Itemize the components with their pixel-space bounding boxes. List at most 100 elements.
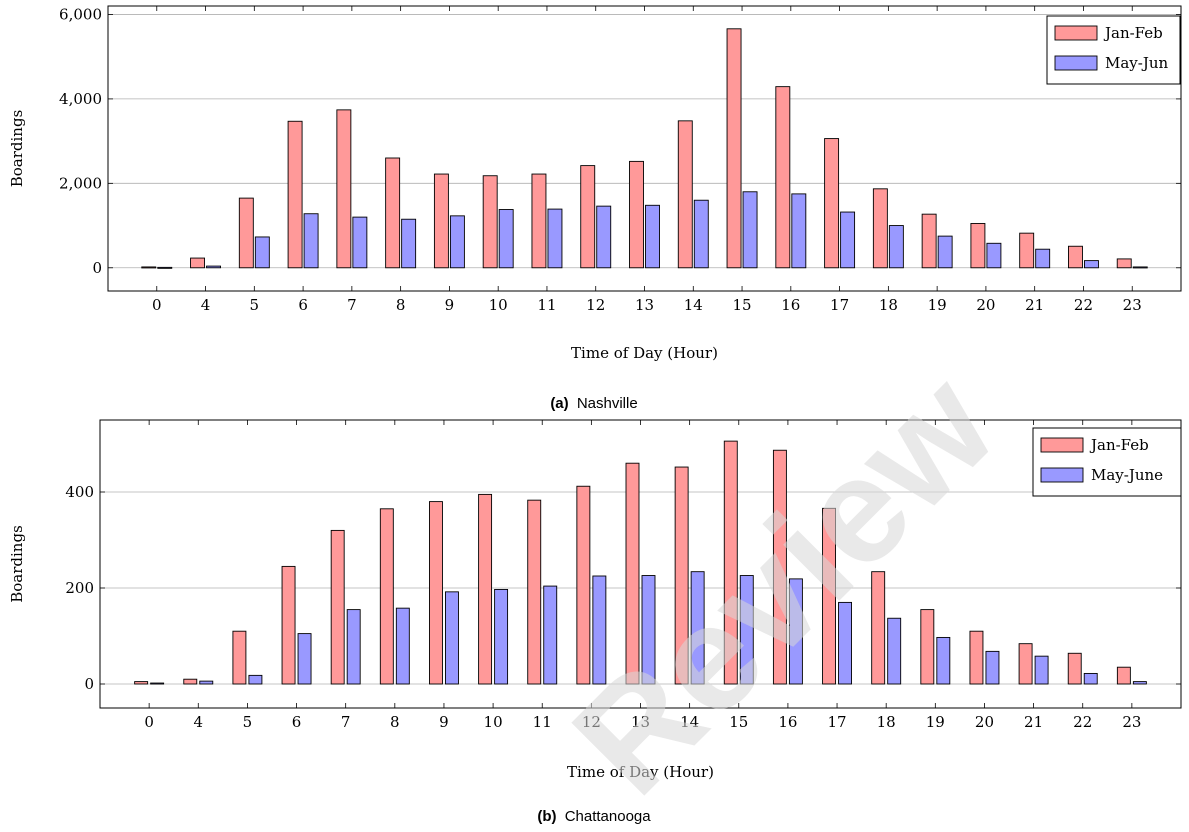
x-tick-label: 8 — [396, 296, 406, 314]
bar-series-a-16 — [772, 449, 787, 685]
bar-series-a-11 — [527, 499, 542, 685]
bar-series-b-22 — [1084, 260, 1099, 269]
bar-series-a-19 — [921, 213, 937, 269]
bar-series-b-9 — [445, 591, 459, 685]
y-tick-label: 2,000 — [59, 174, 102, 192]
bar-series-a-6 — [281, 565, 296, 685]
x-tick-label: 7 — [341, 713, 351, 731]
bar-series-a-23 — [1116, 258, 1132, 269]
bar-series-a-20 — [970, 222, 986, 269]
bar-series-a-8 — [385, 157, 401, 269]
bar-series-a-7 — [336, 109, 352, 269]
bar-series-a-10 — [478, 493, 493, 685]
x-tick-label: 16 — [781, 296, 800, 314]
bar-series-a-16 — [775, 86, 791, 269]
bar-series-a-12 — [580, 165, 596, 269]
bar-series-a-13 — [629, 160, 644, 269]
x-tick-label: 14 — [684, 296, 703, 314]
x-tick-label: 7 — [347, 296, 357, 314]
bar-series-b-17 — [838, 601, 852, 685]
x-tick-label: 4 — [201, 296, 211, 314]
bar-series-b-15 — [739, 575, 754, 685]
bar-series-b-12 — [592, 575, 607, 685]
bar-series-b-19 — [936, 636, 951, 685]
bar-series-a-22 — [1067, 652, 1082, 685]
bar-series-b-7 — [346, 609, 361, 685]
bar-series-b-8 — [395, 607, 410, 685]
legend-swatch — [1054, 25, 1098, 41]
legend-label: Jan-Feb — [1089, 436, 1149, 454]
y-tick-label: 6,000 — [59, 5, 102, 23]
bar-series-b-11 — [547, 208, 563, 269]
bar-series-b-10 — [498, 209, 514, 269]
bar-series-a-8 — [379, 508, 394, 685]
bar-series-b-16 — [788, 578, 803, 685]
caption-b: (b) Chattanooga — [537, 808, 651, 825]
x-tick-label: 11 — [533, 713, 552, 731]
x-tick-label: 9 — [439, 713, 449, 731]
bar-series-a-9 — [433, 173, 449, 269]
x-tick-label: 13 — [631, 713, 650, 731]
x-axis-label: Time of Day (Hour) — [571, 344, 718, 362]
x-tick-label: 10 — [489, 296, 508, 314]
bar-series-b-20 — [985, 650, 1000, 685]
legend-label: May-Jun — [1105, 54, 1169, 72]
y-tick-label: 0 — [84, 675, 94, 693]
x-tick-label: 22 — [1074, 296, 1093, 314]
x-tick-label: 16 — [778, 713, 797, 731]
x-tick-label: 11 — [537, 296, 556, 314]
x-tick-label: 18 — [877, 713, 896, 731]
bar-series-a-18 — [872, 188, 888, 269]
bar-series-a-21 — [1019, 232, 1035, 269]
legend: Jan-Feb May-June — [1032, 427, 1182, 497]
bar-series-b-17 — [840, 211, 856, 269]
legend-swatch — [1040, 437, 1084, 453]
bar-series-b-5 — [254, 236, 270, 269]
bar-series-b-0 — [150, 682, 165, 685]
legend-swatch — [1054, 55, 1098, 71]
x-tick-label: 15 — [732, 296, 751, 314]
y-axis-label: Boardings — [8, 110, 26, 188]
legend-label: Jan-Feb — [1103, 24, 1163, 42]
x-tick-label: 20 — [976, 296, 995, 314]
bar-series-a-19 — [920, 609, 935, 685]
bar-series-b-18 — [887, 617, 902, 685]
x-tick-label: 8 — [390, 713, 400, 731]
caption-b-tag: (b) — [537, 808, 556, 825]
bar-series-b-21 — [1035, 248, 1051, 269]
bar-series-a-20 — [969, 630, 984, 685]
bar-series-b-16 — [791, 193, 807, 269]
x-tick-label: 20 — [975, 713, 994, 731]
bar-series-b-4 — [206, 265, 221, 269]
bar-series-b-14 — [690, 571, 705, 685]
x-tick-label: 19 — [926, 713, 945, 731]
x-tick-label: 6 — [292, 713, 302, 731]
bar-series-a-17 — [824, 138, 840, 269]
bar-series-b-23 — [1132, 266, 1148, 269]
caption-a-label: Nashville — [577, 395, 638, 412]
bar-series-b-18 — [888, 225, 904, 269]
legend: Jan-Feb May-Jun — [1046, 15, 1181, 85]
y-axis-label: Boardings — [8, 525, 26, 603]
x-tick-label: 12 — [586, 296, 605, 314]
y-tick-label: 0 — [92, 259, 102, 277]
x-tick-label: 5 — [250, 296, 260, 314]
bar-series-a-18 — [871, 571, 886, 685]
bar-series-a-0 — [141, 266, 157, 269]
x-tick-label: 5 — [243, 713, 253, 731]
x-tick-label: 0 — [144, 713, 154, 731]
caption-a-tag: (a) — [550, 395, 568, 412]
y-tick-label: 400 — [65, 483, 94, 501]
x-tick-label: 10 — [484, 713, 503, 731]
bar-series-a-11 — [531, 173, 547, 269]
bar-series-a-7 — [330, 529, 345, 685]
bar-series-b-0 — [157, 266, 173, 269]
bar-series-b-12 — [596, 205, 612, 269]
y-tick-label: 4,000 — [59, 90, 102, 108]
legend-swatch — [1040, 467, 1084, 483]
bar-series-b-6 — [303, 213, 319, 269]
x-tick-label: 23 — [1123, 296, 1142, 314]
bar-series-a-14 — [677, 120, 693, 269]
x-tick-label: 9 — [445, 296, 455, 314]
x-tick-label: 14 — [680, 713, 699, 731]
